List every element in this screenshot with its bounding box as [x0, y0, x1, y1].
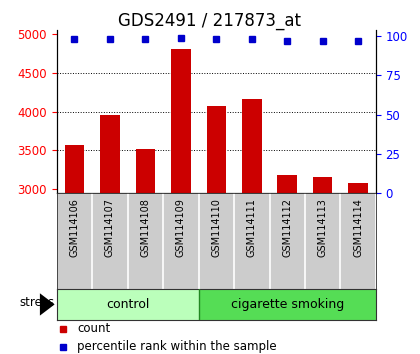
- Bar: [171, 49, 191, 354]
- Polygon shape: [40, 293, 55, 316]
- Text: stress: stress: [19, 296, 55, 309]
- Bar: [199, 289, 376, 320]
- Text: GSM114113: GSM114113: [318, 198, 328, 257]
- Bar: [242, 99, 262, 354]
- Text: GSM114106: GSM114106: [69, 198, 79, 257]
- Text: GSM114111: GSM114111: [247, 198, 257, 257]
- Text: GSM114110: GSM114110: [211, 198, 221, 257]
- Text: percentile rank within the sample: percentile rank within the sample: [77, 340, 277, 353]
- Bar: [136, 149, 155, 354]
- Bar: [57, 289, 199, 320]
- Bar: [65, 145, 84, 354]
- Text: cigarette smoking: cigarette smoking: [231, 298, 344, 311]
- Text: GSM114109: GSM114109: [176, 198, 186, 257]
- Text: GDS2491 / 217873_at: GDS2491 / 217873_at: [118, 12, 302, 30]
- Text: GSM114108: GSM114108: [140, 198, 150, 257]
- Bar: [349, 183, 368, 354]
- Bar: [100, 115, 120, 354]
- Text: GSM114114: GSM114114: [353, 198, 363, 257]
- Text: control: control: [106, 298, 150, 311]
- Text: count: count: [77, 322, 111, 335]
- Bar: [278, 175, 297, 354]
- Bar: [313, 177, 333, 354]
- Text: GSM114112: GSM114112: [282, 198, 292, 257]
- Text: GSM114107: GSM114107: [105, 198, 115, 257]
- Bar: [207, 106, 226, 354]
